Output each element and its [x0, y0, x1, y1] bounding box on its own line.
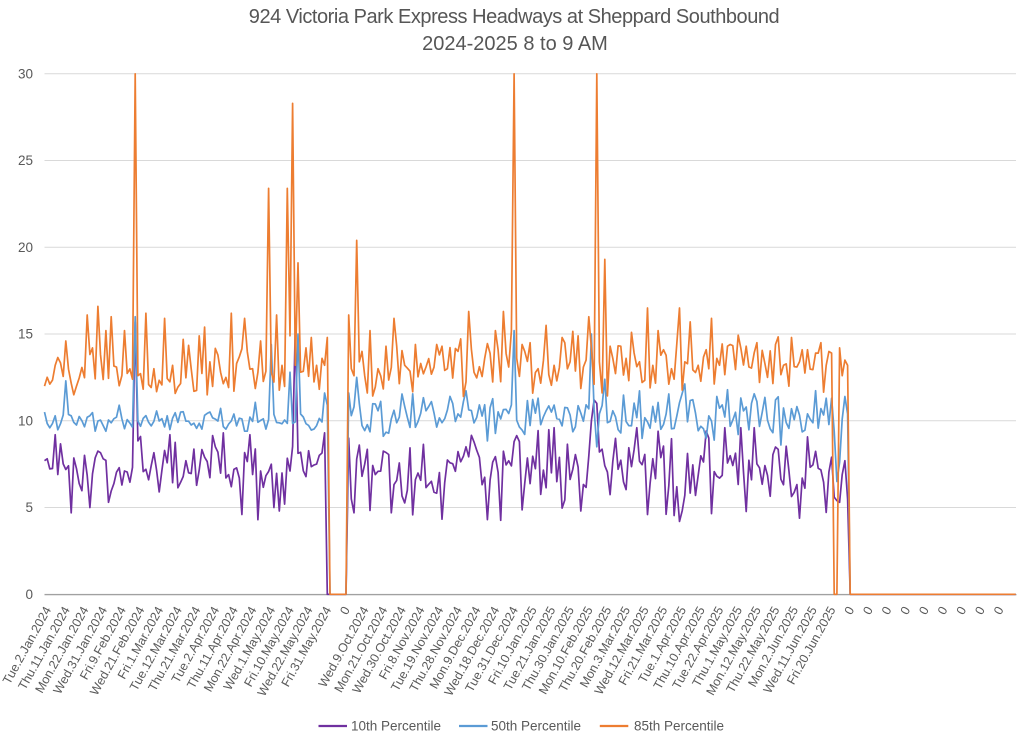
svg-text:5: 5	[25, 500, 33, 515]
svg-text:10: 10	[18, 414, 33, 429]
svg-text:924 Victoria Park Express Head: 924 Victoria Park Express Headways at Sh…	[249, 6, 779, 28]
svg-text:30: 30	[18, 67, 33, 82]
svg-text:15: 15	[18, 327, 33, 342]
svg-text:25: 25	[18, 153, 33, 168]
svg-text:20: 20	[18, 240, 33, 255]
svg-text:85th Percentile: 85th Percentile	[634, 719, 724, 734]
svg-text:50th Percentile: 50th Percentile	[491, 719, 581, 734]
svg-text:2024-2025 8 to 9 AM: 2024-2025 8 to 9 AM	[422, 33, 608, 55]
svg-text:0: 0	[25, 587, 33, 602]
svg-text:10th Percentile: 10th Percentile	[351, 719, 441, 734]
